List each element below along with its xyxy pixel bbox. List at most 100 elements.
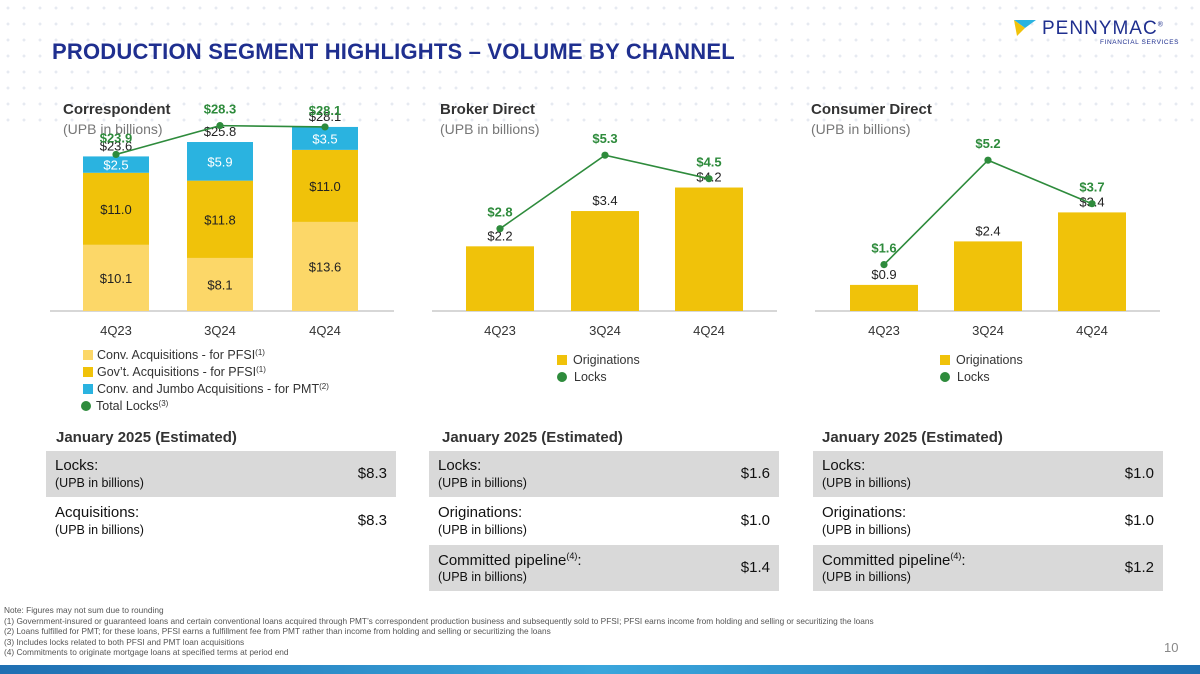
consumer-direct-estimate-table: Locks: (UPB in billions) $1.0 Originatio… [813, 451, 1163, 592]
legend-item-locks: Total Locks (3) [81, 397, 329, 414]
bar-data-label: $11.8 [204, 212, 236, 227]
footnote: (3) Includes locks related to both PFSI … [4, 636, 245, 647]
page-title: PRODUCTION SEGMENT HIGHLIGHTS – VOLUME B… [52, 39, 735, 64]
table-row: Acquisitions: (UPB in billions) $8.3 [46, 498, 396, 545]
locks-point [601, 151, 609, 159]
bar-data-label: $10.1 [100, 271, 133, 286]
table-row: Originations: (UPB in billions) $1.0 [813, 498, 1163, 545]
consumer-direct-estimate-title: January 2025 (Estimated) [822, 429, 1003, 446]
bar-gov-t-acquisitions-for-pfsi [83, 172, 149, 245]
footnote: Note: Figures may not sum due to roundin… [4, 605, 164, 615]
row-label: Committed pipeline(4): [822, 551, 966, 569]
row-value: $1.0 [740, 512, 770, 529]
legend-label-originations: Originations [573, 352, 640, 367]
bar-total-label: $23.6 [100, 138, 133, 153]
row-value: $1.2 [1124, 559, 1154, 576]
legend-label-locks: Total Locks [96, 398, 159, 413]
legend-item-jumbo: Conv. and Jumbo Acquisitions - for PMT (2… [83, 380, 329, 397]
bottom-bar [0, 665, 1200, 674]
row-value: $1.6 [740, 465, 770, 482]
broker-direct-estimate-table: Locks: (UPB in billions) $1.6 Originatio… [429, 451, 779, 592]
locks-data-label: $23.9 [100, 130, 133, 145]
bar-data-label: $8.1 [207, 277, 232, 292]
locks-data-label: $3.7 [1079, 180, 1104, 195]
row-value: $1.4 [740, 559, 770, 576]
dotted-background [0, 0, 1200, 130]
x-tick-label: 4Q23 [100, 323, 132, 338]
jumbo-swatch-icon [83, 383, 93, 394]
locks-point [705, 175, 713, 183]
consumer-direct-legend: Originations Locks [940, 351, 1023, 385]
row-units: (UPB in billions) [438, 476, 527, 490]
row-value: $8.3 [357, 512, 387, 529]
locks-point [984, 156, 992, 164]
legend-sup-locks: (3) [158, 399, 169, 408]
row-units: (UPB in billions) [438, 570, 527, 584]
footnote: (1) Government-insured or guaranteed loa… [4, 615, 874, 626]
legend-item-originations: Originations [940, 351, 1023, 368]
locks-data-label: $28.3 [204, 102, 237, 117]
conv-swatch-icon [83, 349, 93, 360]
correspondent-estimate-table: Locks: (UPB in billions) $8.3 Acquisitio… [46, 451, 396, 545]
locks-dot-icon [557, 371, 567, 382]
legend-item-govt: Gov’t. Acquisitions - for PFSI (1) [83, 363, 329, 380]
legend-label-govt: Gov’t. Acquisitions - for PFSI [97, 364, 257, 379]
table-row: Locks: (UPB in billions) $8.3 [46, 451, 396, 498]
bar-data-label: $0.9 [871, 267, 896, 282]
correspondent-estimate-title: January 2025 (Estimated) [56, 429, 237, 446]
legend-label-originations: Originations [956, 352, 1023, 367]
correspondent-title: Correspondent [63, 101, 171, 118]
bar-total-label: $28.1 [309, 109, 342, 124]
legend-label-conv: Conv. Acquisitions - for PFSI [97, 347, 256, 362]
originations-swatch-icon [557, 354, 567, 365]
row-label: Locks: [822, 457, 866, 474]
bar-conv-and-jumbo-acquisitions-for-pmt [292, 126, 358, 150]
bar-data-label: $11.0 [309, 179, 341, 194]
bar-conv-and-jumbo-acquisitions-for-pmt [83, 156, 149, 173]
x-tick-label: 4Q24 [309, 323, 341, 338]
legend-sup-conv: (1) [255, 348, 265, 357]
row-units: (UPB in billions) [438, 523, 527, 537]
locks-data-label: $4.5 [696, 155, 721, 170]
x-tick-label: 3Q24 [589, 323, 621, 338]
bar-originations [1058, 212, 1126, 311]
locks-point [496, 225, 504, 233]
legend-label-locks: Locks [957, 369, 990, 384]
table-row: Locks: (UPB in billions) $1.0 [813, 451, 1163, 498]
logo-trademark: ® [1157, 21, 1164, 29]
bar-gov-t-acquisitions-for-pfsi [292, 149, 358, 222]
row-label: Acquisitions: [55, 504, 140, 521]
table-row: Originations: (UPB in billions) $1.0 [429, 498, 779, 545]
bar-originations [571, 211, 639, 311]
row-units: (UPB in billions) [55, 476, 144, 490]
row-label: Originations: [438, 504, 523, 521]
bar-conv-acquisitions-for-pfsi [83, 244, 149, 311]
locks-dot-icon [940, 371, 950, 382]
locks-point [880, 261, 888, 269]
bar-data-label: $13.6 [309, 259, 342, 274]
locks-point [1088, 200, 1096, 208]
footnote: (4) Commitments to originate mortgage lo… [4, 647, 289, 658]
x-tick-label: 3Q24 [204, 323, 236, 338]
bar-conv-acquisitions-for-pfsi [187, 257, 253, 311]
correspondent-legend: Conv. Acquisitions - for PFSI (1) Gov’t. … [81, 346, 329, 414]
x-tick-label: 4Q24 [1076, 323, 1108, 338]
row-units: (UPB in billions) [822, 476, 911, 490]
legend-label-locks: Locks [574, 369, 607, 384]
bar-data-label: $3.5 [312, 131, 337, 146]
table-row: Committed pipeline(4): (UPB in billions)… [813, 545, 1163, 592]
locks-data-label: $5.2 [975, 136, 1000, 151]
bar-originations [466, 246, 534, 311]
bar-originations [850, 284, 918, 311]
locks-point [112, 150, 120, 159]
legend-item-locks: Locks [940, 368, 1023, 385]
bar-conv-acquisitions-for-pfsi [292, 221, 358, 311]
bar-originations [675, 187, 743, 311]
logo-name: PENNYMAC® [1042, 18, 1164, 39]
locks-point [321, 123, 329, 131]
locks-data-label: $28.1 [309, 103, 342, 118]
legend-item-originations: Originations [557, 351, 640, 368]
bar-data-label: $3.4 [592, 193, 617, 208]
row-value: $1.0 [1124, 465, 1154, 482]
